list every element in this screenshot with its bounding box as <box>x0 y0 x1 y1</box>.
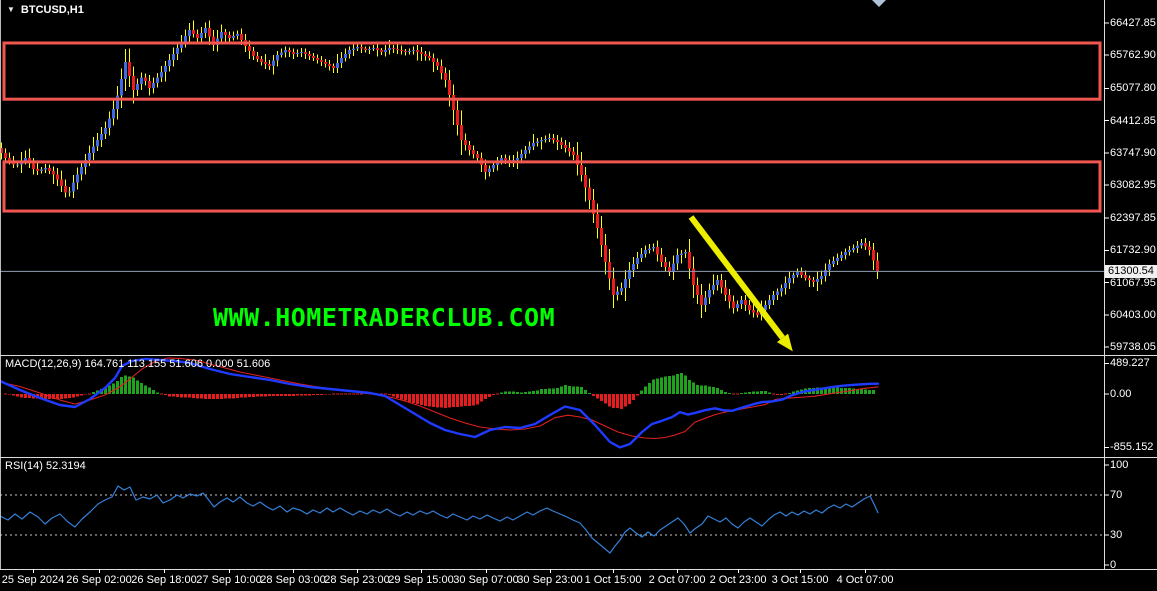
macd-main-line <box>0 357 880 449</box>
price-axis-label: 63082.95 <box>1110 179 1156 191</box>
down-trend-arrow[interactable] <box>688 215 793 352</box>
macd-indicator-label: MACD(12,26,9) 164.761 113.155 51.606 0.0… <box>5 358 271 370</box>
macd-axis-label: 489.227 <box>1110 357 1150 370</box>
time-axis-label: 3 Oct 15:00 <box>771 574 829 586</box>
chart-shift-marker-icon[interactable] <box>872 0 886 7</box>
macd-axis-label: -855.152 <box>1110 441 1154 454</box>
time-axis-label: 26 Sep 18:00 <box>131 574 197 586</box>
price-axis-label: 61067.95 <box>1110 276 1156 289</box>
zones-layer <box>2 41 1102 213</box>
time-axis-label: 4 Oct 07:00 <box>836 574 894 586</box>
time-axis-label: 27 Sep 10:00 <box>196 574 262 586</box>
current-price-badge: 61300.54 <box>1105 264 1157 278</box>
time-axis-label: 25 Sep 2024 <box>1 574 65 586</box>
watermark-text: WWW.HOMETRADERCLUB.COM <box>213 303 556 332</box>
price-axis-label: 66427.85 <box>1110 17 1156 29</box>
price-axis-label: 65762.90 <box>1110 49 1156 62</box>
rsi-line <box>0 485 879 554</box>
rsi-axis-label: 100 <box>1110 459 1129 471</box>
time-axis-label: 29 Sep 15:00 <box>388 574 454 586</box>
price-zone-rectangle <box>2 160 1102 213</box>
time-axis-label: 30 Sep 23:00 <box>517 574 583 586</box>
time-axis-label: 2 Oct 07:00 <box>648 574 706 586</box>
macd-axis-label: 0.00 <box>1110 388 1132 400</box>
time-axis-label: 28 Sep 03:00 <box>260 574 326 586</box>
time-axis-label: 30 Sep 07:00 <box>453 574 519 586</box>
rsi-indicator-label: RSI(14) 52.3194 <box>5 460 86 472</box>
price-axis-label: 63747.90 <box>1110 146 1156 159</box>
symbol-timeframe-label[interactable]: ▼ BTCUSD,H1 <box>7 4 84 16</box>
symbol-text: BTCUSD,H1 <box>20 4 84 16</box>
panel-separators <box>0 0 1157 573</box>
time-axis-label: 2 Oct 23:00 <box>709 574 767 586</box>
time-axis-label: 28 Sep 23:00 <box>324 574 390 586</box>
candles-layer <box>0 20 879 321</box>
price-axis-label: 61732.90 <box>1110 244 1156 257</box>
price-axis-label: 59738.05 <box>1110 341 1156 353</box>
time-axis-label: 26 Sep 02:00 <box>66 574 132 586</box>
rsi-axis-label: 0 <box>1110 559 1117 571</box>
price-axis-label: 62397.85 <box>1110 212 1156 225</box>
price-axis-label: 65077.80 <box>1110 82 1156 95</box>
macd-histogram <box>4 372 875 409</box>
rsi-axis-label: 30 <box>1110 529 1123 541</box>
time-axis-label: 1 Oct 15:00 <box>584 574 642 586</box>
macd-signal-line <box>0 357 879 440</box>
chevron-down-icon[interactable]: ▼ <box>7 5 15 14</box>
price-axis-label: 64412.85 <box>1110 114 1156 127</box>
price-axis-label: 60403.00 <box>1110 308 1156 321</box>
rsi-axis-label: 70 <box>1110 489 1123 501</box>
price-zone-rectangle <box>2 41 1102 101</box>
